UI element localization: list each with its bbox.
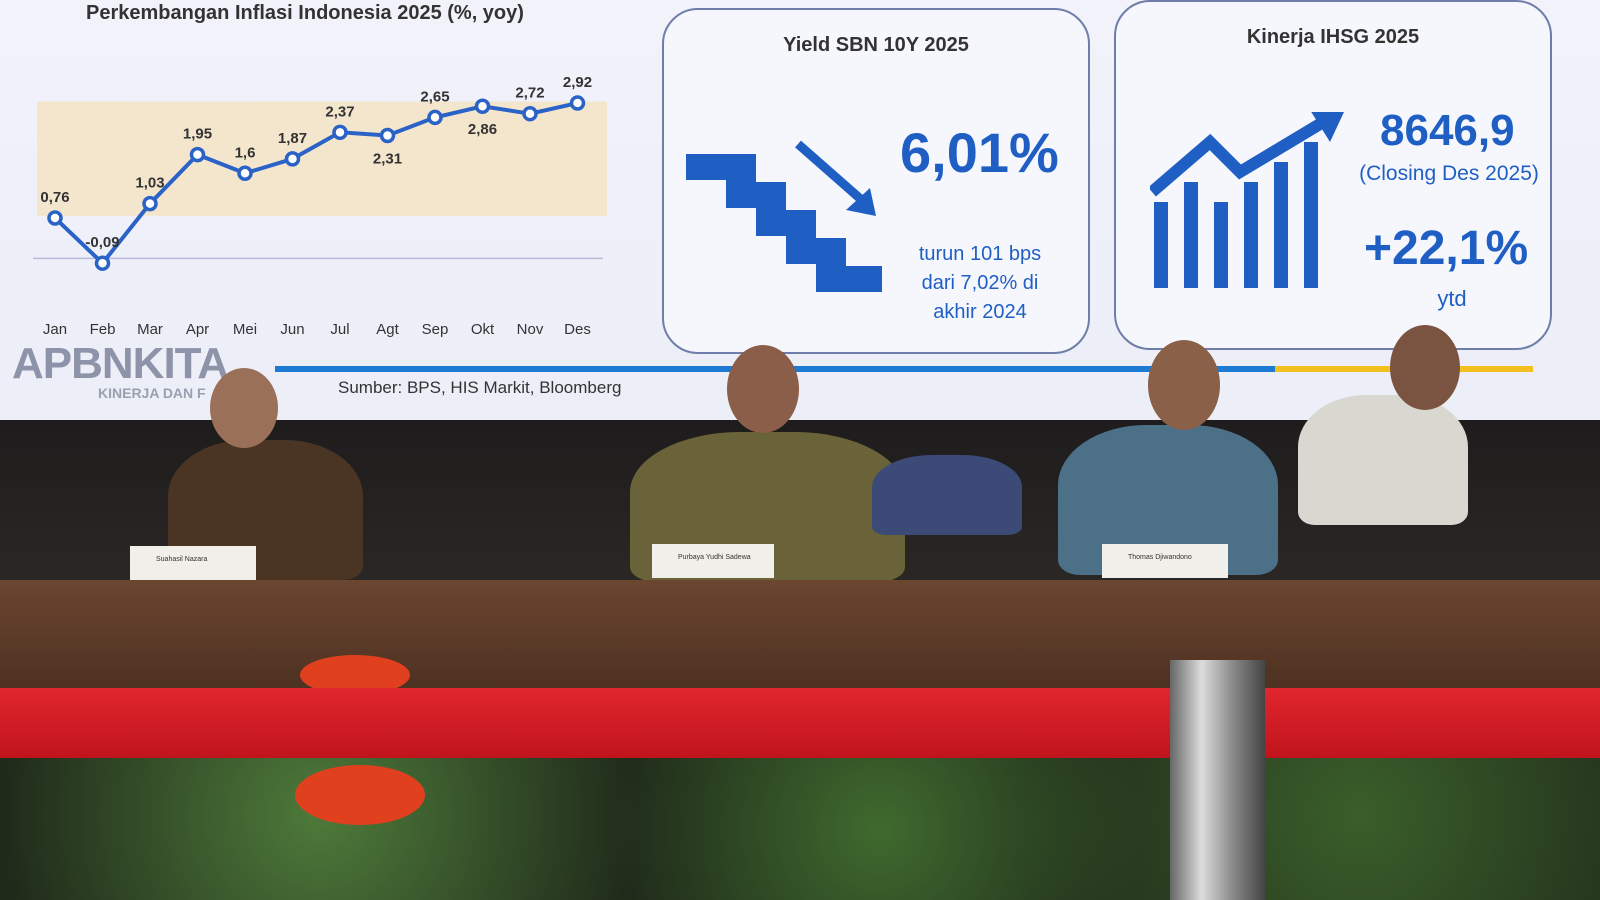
x-tick-label: Okt — [471, 321, 495, 338]
red-barrier-rope — [0, 688, 1600, 758]
data-point — [142, 195, 158, 212]
source-note: Sumber: BPS, HIS Markit, Bloomberg — [338, 378, 622, 397]
ihsg-change: +22,1% — [1364, 222, 1529, 275]
data-label: 1,87 — [278, 130, 307, 147]
nameplate: Suahasil Nazara — [130, 546, 256, 580]
x-tick-label: Jul — [330, 321, 349, 338]
yield-note-line: dari 7,02% di — [921, 272, 1039, 294]
data-point — [189, 146, 206, 163]
data-label: 0,76 — [40, 189, 69, 206]
data-label: -0,09 — [85, 234, 119, 251]
apbnkita-logo: APBNKITA — [12, 339, 229, 388]
data-label: 2,92 — [563, 74, 592, 91]
person-left-head — [210, 368, 278, 448]
data-point — [47, 210, 63, 226]
data-point — [237, 165, 253, 182]
stairs-down-arrow-icon — [686, 140, 882, 292]
data-label: 2,86 — [468, 121, 497, 138]
yield-note-line: akhir 2024 — [933, 301, 1027, 323]
data-point — [284, 151, 301, 167]
ihsg-value: 8646,9 — [1380, 106, 1515, 155]
nameplate: Purbaya Yudhi Sadewa — [652, 544, 774, 578]
presentation-screen: Perkembangan Inflasi Indonesia 2025 (%, … — [0, 0, 1600, 420]
x-tick-label: Apr — [186, 321, 209, 338]
inflation-line-chart: 0,76 Jan -0,09 Feb 1,03 Mar 1,95 Apr 1,6 Mei 1,87 J… — [33, 74, 607, 338]
yield-note: turun 101 bps dari 7,02% di akhir 2024 — [890, 240, 1070, 327]
x-tick-label: Nov — [517, 321, 544, 338]
data-point — [569, 95, 586, 111]
x-tick-label: Des — [564, 321, 591, 338]
data-label: 2,65 — [420, 88, 449, 105]
data-label: 2,72 — [515, 85, 544, 102]
barrier-post — [1170, 660, 1265, 900]
x-tick-label: Feb — [90, 321, 116, 338]
plants — [0, 758, 1600, 900]
desk — [0, 580, 1600, 700]
data-label: 2,37 — [325, 103, 354, 120]
data-point — [522, 105, 538, 122]
data-label: 1,03 — [135, 175, 164, 192]
x-tick-label: Mei — [233, 321, 257, 338]
person-right-head — [1148, 340, 1220, 430]
series-line — [53, 101, 578, 267]
data-label: 1,6 — [235, 144, 256, 161]
yield-card: Yield SBN 10Y 2025 6,01% turun 101 bps d… — [662, 8, 1090, 354]
x-tick-label: Mar — [137, 321, 163, 338]
x-tick-label: Sep — [422, 321, 449, 338]
yield-title: Yield SBN 10Y 2025 — [783, 34, 969, 56]
data-point — [332, 124, 348, 141]
data-point — [427, 109, 443, 126]
x-tick-label: Jun — [280, 321, 304, 338]
bar-chart-up-arrow-icon — [1150, 112, 1344, 288]
data-label: 1,95 — [183, 126, 212, 143]
data-label: 2,31 — [373, 151, 402, 168]
yield-note-line: turun 101 bps — [918, 243, 1042, 265]
yield-value: 6,01% — [900, 121, 1059, 184]
x-tick-label: Agt — [376, 321, 399, 338]
ihsg-change-label: ytd — [1437, 286, 1467, 311]
person-far-right-head — [1390, 325, 1460, 410]
person-background — [872, 455, 1022, 535]
logo-subtitle: KINERJA DAN F — [98, 385, 206, 401]
ihsg-closing: (Closing Des 2025) — [1359, 162, 1539, 185]
x-tick-label: Jan — [43, 321, 67, 338]
flowers — [295, 765, 425, 825]
data-point — [94, 255, 111, 271]
shaded-band — [37, 101, 607, 216]
ihsg-title: Kinerja IHSG 2025 — [1246, 26, 1420, 48]
chart-title: Perkembangan Inflasi Indonesia 2025 (%, … — [86, 2, 524, 24]
person-center-head — [727, 345, 799, 433]
data-point — [474, 98, 491, 114]
data-point — [379, 127, 396, 144]
person-far-right — [1298, 395, 1468, 525]
ihsg-card: Kinerja IHSG 2025 8646,9 (Closing Des 20… — [1114, 0, 1552, 350]
nameplate: Thomas Djiwandono — [1102, 544, 1228, 578]
